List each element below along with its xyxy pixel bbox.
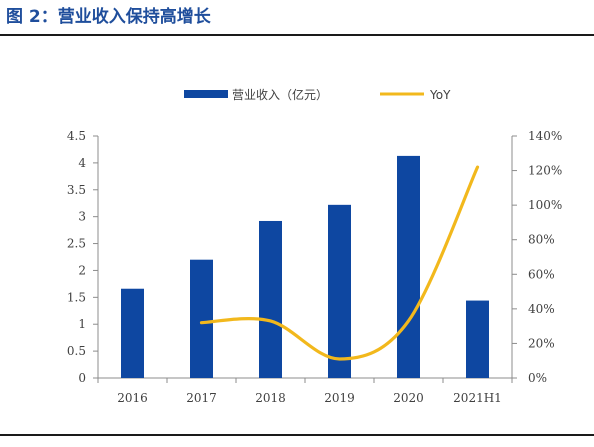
- x-tick-label: 2020: [393, 391, 424, 405]
- y-left-tick-label: 2.5: [67, 237, 86, 251]
- bar-revenue: [328, 204, 351, 378]
- y-right-tick-label: 120%: [528, 164, 562, 178]
- bar-revenue: [397, 155, 420, 378]
- y-left-tick-label: 4: [78, 156, 86, 170]
- x-tick-label: 2017: [186, 391, 217, 405]
- x-tick-label: 2016: [117, 391, 148, 405]
- y-right-tick-label: 100%: [528, 198, 562, 212]
- bar-revenue: [259, 220, 282, 378]
- y-right-tick-label: 0%: [528, 371, 547, 385]
- bottom-rule: [0, 434, 594, 436]
- bar-revenue: [466, 300, 489, 378]
- legend-label-line: YoY: [429, 88, 451, 102]
- y-left-tick-label: 4.5: [67, 129, 86, 143]
- y-right-tick-label: 40%: [528, 302, 555, 316]
- y-left-tick-label: 1: [78, 317, 86, 331]
- yoy-line: [199, 165, 480, 361]
- x-tick-label: 2021H1: [453, 391, 502, 405]
- y-left-tick-label: 2: [78, 263, 86, 277]
- legend: 营业收入（亿元） YoY: [184, 87, 451, 102]
- legend-swatch-bar: [184, 90, 228, 98]
- y-left-tick-label: 1.5: [67, 290, 86, 304]
- line-yoy: [199, 165, 480, 361]
- axes: 0 0.5 1 1.5 2 2.5 3 3.5 4 4.5 0% 20% 40% 60% 80% 100% 12…: [67, 129, 562, 405]
- x-tick-label: 2019: [324, 391, 355, 405]
- y-left-tick-label: 3.5: [67, 183, 86, 197]
- y-left-tick-label: 0.5: [67, 344, 86, 358]
- legend-label-bar: 营业收入（亿元）: [232, 87, 328, 102]
- y-left-tick-label: 3: [78, 210, 86, 224]
- y-right-tick-label: 20%: [528, 336, 555, 350]
- y-right-tick-label: 140%: [528, 129, 562, 143]
- y-right-tick-label: 80%: [528, 233, 555, 247]
- bar-revenue: [121, 288, 144, 378]
- bar-revenue: [190, 259, 213, 378]
- y-right-tick-label: 60%: [528, 267, 555, 281]
- bars: [121, 155, 489, 378]
- y-left-tick-label: 0: [78, 371, 86, 385]
- title-rule: [0, 34, 594, 36]
- figure-title: 图 2：营业收入保持高增长: [6, 7, 211, 27]
- x-tick-label: 2018: [255, 391, 286, 405]
